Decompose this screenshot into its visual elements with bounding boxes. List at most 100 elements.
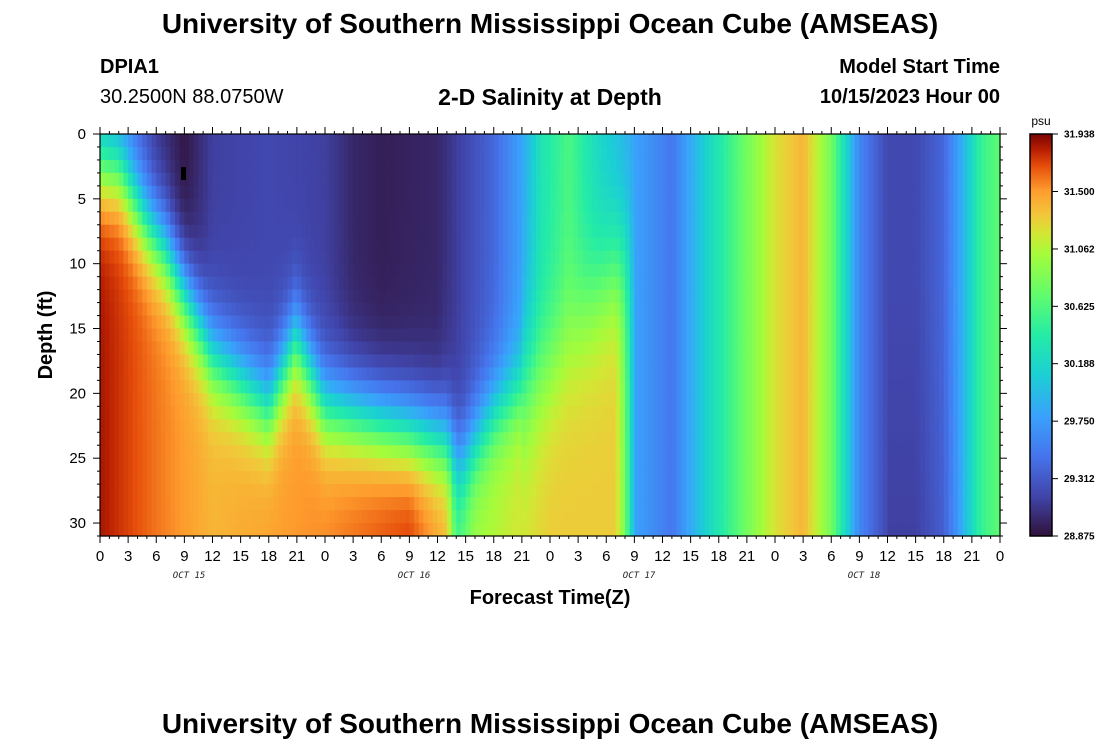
heatmap-cell	[554, 172, 560, 187]
heatmap-cell	[245, 146, 251, 161]
heatmap-cell	[568, 393, 575, 407]
heatmap-cell	[662, 263, 668, 278]
heatmap-cell	[667, 328, 673, 343]
heatmap-cell	[179, 185, 185, 200]
heatmap-cell	[114, 237, 120, 252]
heatmap-cell	[437, 198, 443, 213]
heatmap-cell	[100, 393, 106, 407]
heatmap-cell	[737, 224, 743, 239]
heatmap-cell	[582, 315, 589, 330]
heatmap-cell	[348, 263, 354, 278]
heatmap-cell	[620, 380, 626, 394]
heatmap-cell	[128, 393, 134, 407]
heatmap-cell	[535, 172, 542, 187]
heatmap-cell	[460, 237, 467, 252]
heatmap-cell	[165, 146, 171, 161]
heatmap-cell	[915, 250, 921, 265]
heatmap-cell	[498, 432, 504, 446]
heatmap-cell	[535, 224, 542, 239]
heatmap-cell	[381, 159, 387, 174]
heatmap-cell	[114, 185, 120, 200]
heatmap-cell	[132, 134, 139, 148]
heatmap-cell	[793, 289, 800, 304]
heatmap-cell	[207, 367, 214, 381]
heatmap-cell	[160, 458, 167, 472]
heatmap-cell	[493, 185, 500, 200]
heatmap-cell	[521, 146, 528, 161]
heatmap-cell	[179, 250, 185, 265]
heatmap-cell	[873, 328, 879, 343]
heatmap-cell	[831, 380, 837, 394]
heatmap-cell	[310, 224, 317, 239]
heatmap-cell	[367, 198, 373, 213]
heatmap-cell	[226, 263, 232, 278]
heatmap-cell	[718, 458, 725, 472]
heatmap-cell	[282, 367, 289, 381]
heatmap-cell	[742, 302, 748, 317]
heatmap-cell	[789, 328, 795, 343]
heatmap-cell	[948, 185, 954, 200]
heatmap-cell	[629, 250, 635, 265]
heatmap-cell	[128, 328, 134, 343]
model-start-label: Model Start Time	[839, 56, 1000, 78]
heatmap-cell	[217, 354, 223, 369]
heatmap-cell	[409, 237, 415, 252]
heatmap-cell	[793, 380, 800, 394]
heatmap-cell	[414, 393, 420, 407]
heatmap-cell	[146, 393, 153, 407]
heatmap-cell	[456, 432, 462, 446]
heatmap-cell	[315, 458, 321, 472]
heatmap-cell	[798, 380, 804, 394]
heatmap-cell	[132, 224, 139, 239]
heatmap-cell	[915, 432, 921, 446]
heatmap-cell	[826, 380, 832, 394]
heatmap-cell	[479, 406, 485, 420]
heatmap-cell	[592, 380, 598, 394]
heatmap-cell	[653, 276, 659, 291]
heatmap-cell	[329, 315, 335, 330]
heatmap-cell	[339, 263, 345, 278]
heatmap-cell	[226, 172, 232, 187]
heatmap-cell	[700, 380, 706, 394]
heatmap-cell	[690, 328, 696, 343]
heatmap-cell	[582, 445, 589, 459]
heatmap-cell	[446, 406, 453, 420]
heatmap-cell	[503, 458, 509, 472]
heatmap-cell	[985, 224, 992, 239]
heatmap-cell	[437, 172, 443, 187]
heatmap-cell	[503, 276, 509, 291]
heatmap-cell	[962, 458, 968, 472]
heatmap-cell	[203, 458, 209, 472]
heatmap-cell	[184, 380, 190, 394]
heatmap-cell	[203, 134, 209, 148]
heatmap-cell	[995, 393, 1001, 407]
heatmap-cell	[807, 185, 814, 200]
heatmap-cell	[784, 198, 790, 213]
heatmap-cell	[259, 224, 265, 239]
heatmap-cell	[390, 185, 396, 200]
heatmap-cell	[967, 315, 973, 330]
heatmap-cell	[540, 172, 546, 187]
heatmap-cell	[109, 224, 115, 239]
heatmap-cell	[953, 289, 959, 304]
heatmap-cell	[371, 445, 378, 459]
heatmap-cell	[118, 406, 125, 420]
heatmap-cell	[995, 159, 1001, 174]
heatmap-cell	[268, 341, 275, 356]
heatmap-cell	[507, 302, 514, 317]
heatmap-cell	[864, 250, 870, 265]
heatmap-cell	[414, 406, 420, 420]
heatmap-cell	[854, 406, 860, 420]
heatmap-cell	[128, 211, 134, 226]
heatmap-cell	[165, 406, 171, 420]
heatmap-cell	[367, 419, 373, 433]
heatmap-cell	[118, 263, 125, 278]
heatmap-cell	[292, 315, 298, 330]
heatmap-cell	[385, 198, 392, 213]
heatmap-cell	[587, 224, 593, 239]
heatmap-cell	[343, 263, 350, 278]
heatmap-cell	[390, 302, 396, 317]
heatmap-cell	[395, 224, 401, 239]
heatmap-cell	[657, 134, 664, 148]
heatmap-cell	[409, 146, 415, 161]
